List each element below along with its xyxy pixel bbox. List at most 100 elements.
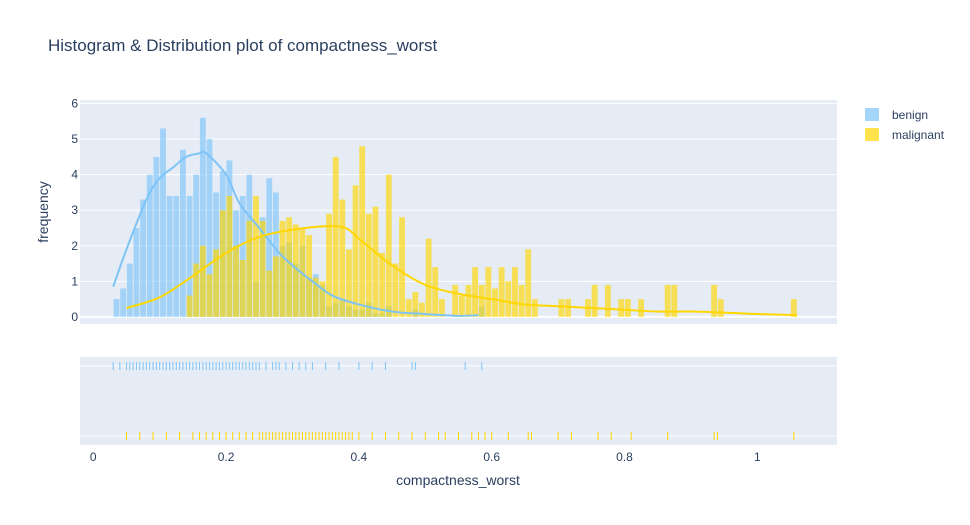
malignant-bar[interactable] <box>392 263 399 317</box>
malignant-bar[interactable] <box>306 235 313 317</box>
malignant-bar[interactable] <box>425 238 432 317</box>
malignant-bar[interactable] <box>604 284 611 317</box>
malignant-bar[interactable] <box>671 284 678 317</box>
x-tick-label: 0.8 <box>616 450 633 464</box>
malignant-bar[interactable] <box>565 299 571 317</box>
malignant-bar[interactable] <box>199 245 206 317</box>
malignant-bar[interactable] <box>618 299 625 317</box>
benign-bar[interactable] <box>239 196 246 317</box>
malignant-bar[interactable] <box>213 249 220 317</box>
y-tick-label: 1 <box>71 274 78 288</box>
x-axis-tick-labels: 0 0.2 0.4 0.6 0.8 1 <box>90 450 761 464</box>
malignant-bar[interactable] <box>478 284 485 317</box>
malignant-bar[interactable] <box>717 299 724 317</box>
malignant-bar[interactable] <box>379 252 386 317</box>
benign-bar[interactable] <box>146 174 153 317</box>
malignant-bar[interactable] <box>286 217 293 317</box>
malignant-bar[interactable] <box>790 299 797 317</box>
malignant-bar[interactable] <box>272 256 279 317</box>
benign-bar[interactable] <box>199 117 206 317</box>
malignant-bar[interactable] <box>624 299 631 317</box>
histogram-gridlines <box>80 103 837 318</box>
benign-bar[interactable] <box>133 228 140 317</box>
malignant-bar[interactable] <box>638 299 645 317</box>
malignant-bar[interactable] <box>186 295 193 317</box>
malignant-bar[interactable] <box>246 220 253 317</box>
malignant-bar[interactable] <box>365 213 372 317</box>
benign-bar[interactable] <box>186 196 193 317</box>
legend-item-benign[interactable]: benign <box>865 108 928 122</box>
benign-bar[interactable] <box>266 178 273 317</box>
malignant-bar[interactable] <box>512 267 518 317</box>
benign-bar[interactable] <box>120 288 127 317</box>
malignant-bar[interactable] <box>385 174 392 317</box>
benign-bar[interactable] <box>193 174 200 317</box>
malignant-bar[interactable] <box>233 245 239 317</box>
legend-item-malignant[interactable]: malignant <box>865 128 945 142</box>
malignant-bar[interactable] <box>472 267 479 317</box>
benign-bar[interactable] <box>272 192 279 317</box>
malignant-bar[interactable] <box>253 196 259 317</box>
malignant-bar[interactable] <box>458 295 465 317</box>
malignant-bar[interactable] <box>206 274 213 317</box>
malignant-bar[interactable] <box>485 267 492 317</box>
x-tick-label: 0 <box>90 450 97 464</box>
malignant-bar[interactable] <box>193 263 200 317</box>
y-tick-label: 5 <box>71 132 78 146</box>
x-tick-label: 0.4 <box>351 450 368 464</box>
y-tick-label: 0 <box>71 310 78 324</box>
benign-bar[interactable] <box>206 139 213 317</box>
malignant-bar[interactable] <box>352 185 359 317</box>
malignant-bar[interactable] <box>312 277 319 317</box>
benign-bar[interactable] <box>180 149 186 317</box>
malignant-bar[interactable] <box>664 284 671 317</box>
malignant-bar[interactable] <box>332 156 339 317</box>
malignant-bar[interactable] <box>226 196 233 317</box>
malignant-bar[interactable] <box>505 281 512 317</box>
malignant-bar[interactable] <box>525 249 532 317</box>
malignant-bar[interactable] <box>412 292 419 317</box>
malignant-bar[interactable] <box>239 260 246 317</box>
chart-title: Histogram & Distribution plot of compact… <box>48 36 438 55</box>
benign-bar[interactable] <box>153 156 160 317</box>
benign-bar[interactable] <box>166 196 173 317</box>
malignant-bar[interactable] <box>266 270 273 317</box>
malignant-bar[interactable] <box>319 281 326 317</box>
malignant-bar[interactable] <box>452 284 459 317</box>
malignant-bar[interactable] <box>531 299 538 317</box>
malignant-bar[interactable] <box>259 220 266 317</box>
malignant-bar[interactable] <box>346 249 352 317</box>
malignant-bar[interactable] <box>292 224 299 317</box>
malignant-bar[interactable] <box>498 267 505 317</box>
malignant-bar[interactable] <box>492 288 498 317</box>
malignant-distribution-line[interactable] <box>126 225 798 317</box>
benign-bar[interactable] <box>140 199 147 317</box>
malignant-bar[interactable] <box>465 284 472 317</box>
benign-bar[interactable] <box>173 196 180 317</box>
legend-swatch-benign <box>865 108 879 121</box>
malignant-bar[interactable] <box>419 302 425 317</box>
malignant-bar[interactable] <box>279 220 286 317</box>
malignant-bar[interactable] <box>438 299 445 317</box>
malignant-rug-marks <box>125 432 795 440</box>
malignant-bar[interactable] <box>711 284 718 317</box>
malignant-bar[interactable] <box>518 284 525 317</box>
malignant-bar[interactable] <box>219 210 226 317</box>
legend[interactable]: benign malignant <box>865 108 945 142</box>
malignant-bar[interactable] <box>405 299 412 317</box>
legend-swatch-malignant <box>865 128 879 141</box>
malignant-bar[interactable] <box>359 146 366 317</box>
benign-bar[interactable] <box>160 128 166 317</box>
y-axis-label: frequency <box>35 181 51 242</box>
malignant-bar[interactable] <box>372 206 379 317</box>
benign-distribution-line[interactable] <box>112 150 479 317</box>
malignant-bar[interactable] <box>326 213 332 317</box>
malignant-bar[interactable] <box>432 267 439 317</box>
malignant-bar[interactable] <box>591 284 598 317</box>
benign-bar[interactable] <box>113 299 120 317</box>
benign-bar[interactable] <box>126 263 133 317</box>
malignant-bar[interactable] <box>399 217 405 317</box>
malignant-bar[interactable] <box>339 199 346 317</box>
malignant-bar[interactable] <box>558 299 565 317</box>
